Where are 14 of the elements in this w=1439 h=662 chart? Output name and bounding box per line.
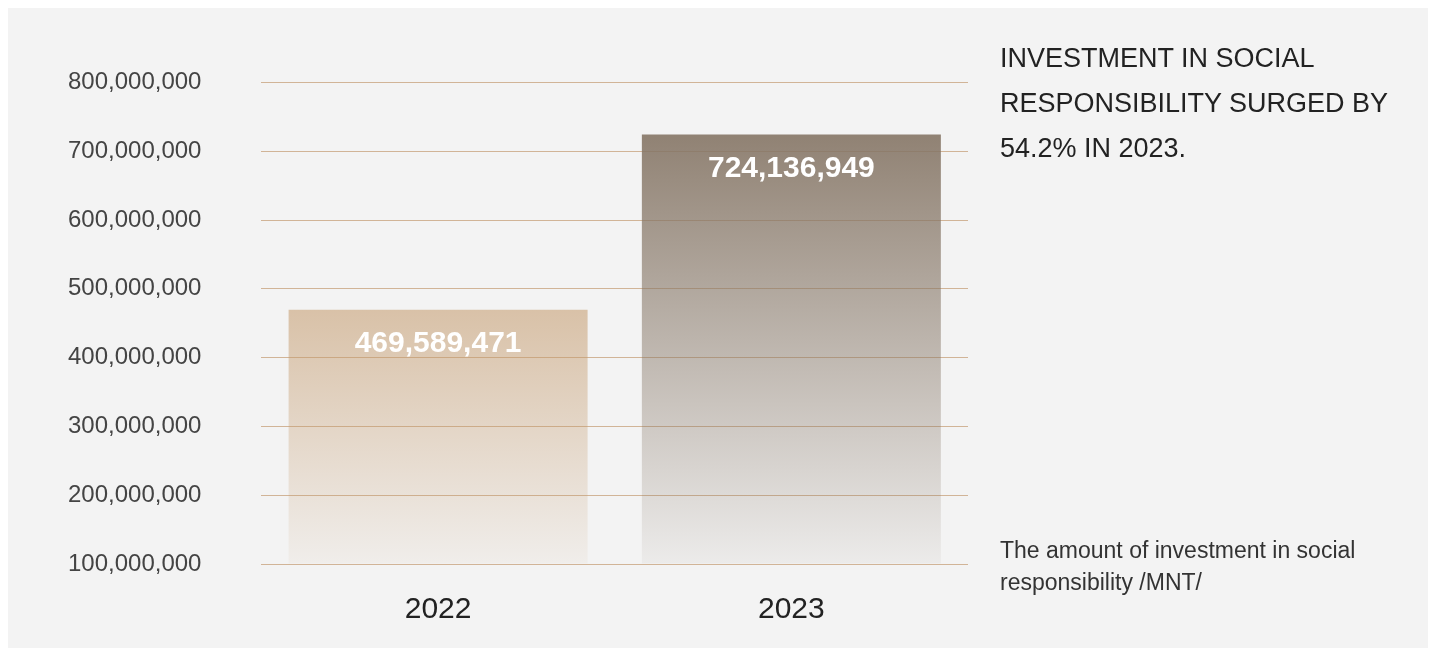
y-tick-label: 500,000,000 (68, 273, 202, 301)
y-tick-label: 700,000,000 (68, 135, 202, 163)
y-tick-label: 600,000,000 (68, 204, 202, 232)
y-tick-label: 200,000,000 (68, 479, 202, 507)
data-label: 469,589,471 (354, 324, 522, 358)
y-tick-label: 800,000,000 (68, 67, 202, 95)
text: INVESTMENT IN SOCIAL RESPONSIBILITY SURGED BY 54.2% IN 2023. (1000, 42, 1389, 165)
y-tick-label: 400,000,000 (68, 342, 202, 370)
data-label: 724,136,949 (707, 149, 875, 183)
y-tick-label: 100,000,000 (68, 548, 202, 576)
text: The amount of investment in social responsibility /MNT/ (1000, 536, 1357, 597)
x-tick-label: 2022 (404, 591, 472, 625)
x-tick-label: 2023 (757, 591, 825, 625)
y-tick-label: 300,000,000 (68, 411, 202, 439)
